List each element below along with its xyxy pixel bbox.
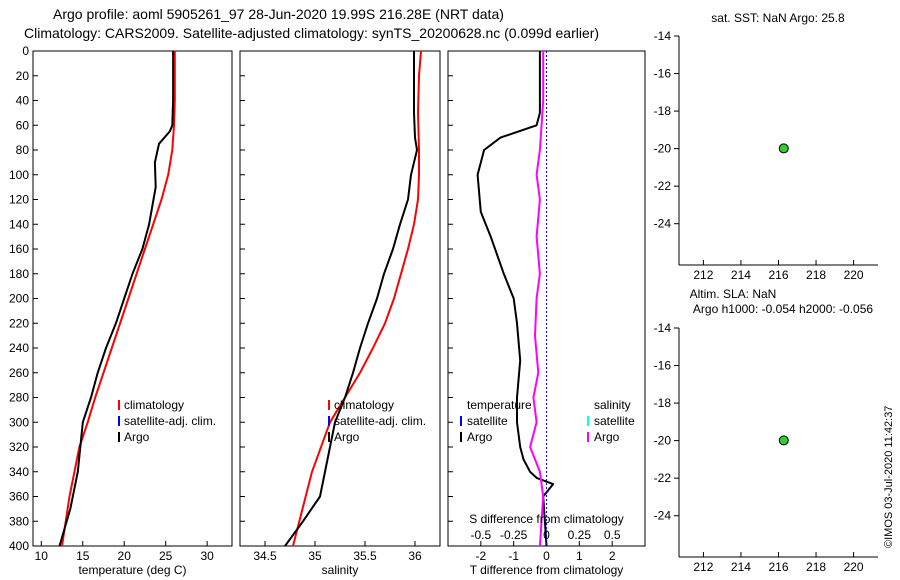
- sla_map-ytick-label: -20: [654, 434, 672, 448]
- depth-tick-label: 320: [9, 440, 29, 454]
- depth-tick-label: 140: [9, 217, 29, 231]
- depth-tick-label: 220: [9, 316, 29, 330]
- difference-xlabel: T difference from climatology: [470, 563, 624, 577]
- header-line-1: Argo profile: aoml 5905261_97 28-Jun-202…: [53, 6, 504, 22]
- sla_map-xtick-label: 212: [693, 560, 713, 574]
- depth-tick-label: 0: [22, 44, 29, 58]
- float-location-marker: [778, 435, 789, 446]
- sst_map-ytick-label: -24: [654, 217, 672, 231]
- sla_map-ytick-label: -22: [654, 471, 672, 485]
- sst_map-ytick-label: -20: [654, 142, 672, 156]
- depth-tick-label: 200: [9, 292, 29, 306]
- salinity-xtick-label: 35.5: [353, 549, 377, 563]
- depth-tick-label: 180: [9, 267, 29, 281]
- salinity-xlabel: salinity: [322, 563, 359, 577]
- difference-xtick-label: 0: [543, 549, 550, 563]
- depth-tick-label: 400: [9, 539, 29, 553]
- diff-legend-label: Argo: [467, 430, 493, 444]
- temperature-xlabel: temperature (deg C): [78, 563, 186, 577]
- temperature-axes-frame: [32, 50, 233, 547]
- sst_map-xtick-label: 214: [731, 268, 751, 282]
- timestamp-stamp: ©IMOS 03-Jul-2020 11:42:37: [883, 406, 895, 548]
- temperature-xtick-label: 10: [35, 549, 49, 563]
- sla_map-ytick-label: -24: [654, 509, 672, 523]
- depth-tick-label: 160: [9, 242, 29, 256]
- sla_map-ytick-label: -14: [654, 321, 672, 335]
- diff-legend-label: satellite: [467, 414, 508, 428]
- salinity-difference-axis-title: S difference from climatology: [469, 512, 624, 526]
- header-line-2: Climatology: CARS2009. Satellite-adjuste…: [24, 25, 599, 41]
- depth-tick-label: 280: [9, 391, 29, 405]
- sst_map-xtick-label: 216: [768, 268, 788, 282]
- sla_map-xtick-label: 216: [768, 560, 788, 574]
- float-location-marker: [778, 143, 789, 154]
- salinity-xtick-label: 34.5: [253, 549, 277, 563]
- legend-label: climatology: [124, 398, 184, 412]
- depth-tick-label: 240: [9, 341, 29, 355]
- temperature-series-argo: [58, 51, 175, 547]
- salinity-difference-tick-label: 0.25: [568, 528, 592, 542]
- legend-label: satellite-adj. clim.: [124, 414, 216, 428]
- difference-xtick-label: -2: [475, 549, 486, 563]
- salinity-difference-tick-label: -0.5: [470, 528, 491, 542]
- sla_map-xtick-label: 220: [844, 560, 864, 574]
- salinity-series-argo: [284, 51, 418, 547]
- legend-label: Argo: [334, 430, 360, 444]
- temperature-xtick-label: 15: [76, 549, 90, 563]
- salinity-xtick-label: 36: [408, 549, 422, 563]
- salinity-xtick-label: 35: [308, 549, 322, 563]
- depth-tick-label: 80: [16, 143, 30, 157]
- sla_map-ytick-label: -18: [654, 396, 672, 410]
- depth-tick-label: 380: [9, 514, 29, 528]
- depth-tick-label: 340: [9, 465, 29, 479]
- sst_map-xtick-label: 220: [844, 268, 864, 282]
- diff-legend-label: Argo: [594, 430, 620, 444]
- difference-xtick-label: -1: [508, 549, 519, 563]
- difference-series-t-argo: [476, 51, 555, 547]
- legend-label: Argo: [124, 430, 150, 444]
- salinity-series-climatology: [292, 50, 422, 547]
- salinity-axes-frame: [239, 50, 441, 547]
- difference-series-s-argo: [529, 51, 545, 547]
- salinity-difference-tick-label: 0.5: [604, 528, 621, 542]
- salinity-difference-tick-label: 0: [543, 528, 550, 542]
- sst-map-title: sat. SST: NaN Argo: 25.8: [711, 11, 845, 25]
- depth-tick-label: 300: [9, 415, 29, 429]
- legend-label: climatology: [334, 398, 394, 412]
- legend-label: satellite-adj. clim.: [334, 414, 426, 428]
- difference-xtick-label: 1: [576, 549, 583, 563]
- temperature-series-climatology: [61, 51, 176, 547]
- depth-tick-label: 100: [9, 168, 29, 182]
- depth-tick-label: 40: [16, 94, 30, 108]
- sla_map-ytick-label: -16: [654, 359, 672, 373]
- sla_map-xtick-label: 214: [731, 560, 751, 574]
- depth-tick-label: 60: [16, 118, 30, 132]
- difference-xtick-label: 2: [609, 549, 616, 563]
- diff-legend-label: satellite: [594, 414, 635, 428]
- temperature-xtick-label: 30: [200, 549, 214, 563]
- sst_map-xtick-label: 218: [806, 268, 826, 282]
- diff-legend-salinity-title: salinity: [594, 398, 631, 412]
- sst_map-xtick-label: 212: [693, 268, 713, 282]
- sst_map-ytick-label: -16: [654, 67, 672, 81]
- sla-map-subtitle: Argo h1000: -0.054 h2000: -0.056: [693, 302, 873, 316]
- sst_map-ytick-label: -22: [654, 179, 672, 193]
- diff-legend-temperature-title: temperature: [467, 398, 532, 412]
- sla_map-xtick-label: 218: [806, 560, 826, 574]
- depth-tick-label: 260: [9, 366, 29, 380]
- depth-tick-label: 120: [9, 193, 29, 207]
- sla-map-title: Altim. SLA: NaN: [690, 287, 777, 301]
- depth-tick-label: 360: [9, 490, 29, 504]
- sst_map-ytick-label: -14: [654, 29, 672, 43]
- temperature-xtick-label: 20: [118, 549, 132, 563]
- sst_map-ytick-label: -18: [654, 104, 672, 118]
- temperature-xtick-label: 25: [159, 549, 173, 563]
- depth-tick-label: 20: [16, 69, 30, 83]
- salinity-difference-tick-label: -0.25: [500, 528, 528, 542]
